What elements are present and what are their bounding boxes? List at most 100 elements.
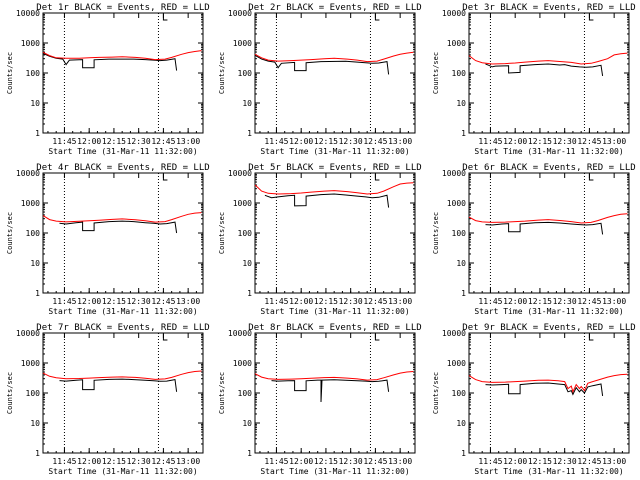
- x-tick-label: 11:45: [52, 297, 76, 306]
- y-tick-label: 10: [30, 259, 40, 268]
- plot-frame: [254, 332, 416, 454]
- panel-title: Det 6r BLACK = Events, RED = LLD: [462, 163, 635, 173]
- x-tick-label: 12:45: [151, 457, 175, 466]
- plot-frame: [42, 172, 204, 294]
- y-tick-label: 1000: [447, 359, 466, 368]
- panel-title: Det 8r BLACK = Events, RED = LLD: [248, 323, 421, 333]
- x-axis-title: Start Time (31-Mar-11 11:32:00): [474, 467, 623, 476]
- lld-series-line: [254, 371, 414, 381]
- y-tick-label: 10000: [442, 329, 466, 338]
- y-tick-label: 1000: [447, 39, 466, 48]
- y-tick-label: 10000: [16, 329, 40, 338]
- lld-series-line: [42, 212, 202, 223]
- plot-frame: [468, 12, 630, 134]
- plot-frame: [468, 332, 630, 454]
- x-tick-label: 12:00: [77, 457, 101, 466]
- y-tick-label: 1000: [21, 39, 40, 48]
- x-tick-label: 12:00: [77, 297, 101, 306]
- events-series-line: [59, 378, 178, 392]
- x-tick-label: 12:00: [503, 297, 527, 306]
- panel-det-9: Det 9r BLACK = Events, RED = LLD 1 10 100 10…: [432, 323, 636, 476]
- x-tick-label: 12:15: [102, 297, 126, 306]
- y-tick-label: 10: [456, 259, 466, 268]
- time-bracket-marker: [162, 174, 168, 181]
- x-tick-label: 12:00: [289, 297, 313, 306]
- x-tick-label: 12:45: [363, 457, 387, 466]
- x-tick-label: 11:45: [264, 297, 288, 306]
- panel-title: Det 7r BLACK = Events, RED = LLD: [36, 323, 209, 333]
- panel-det-3: Det 3r BLACK = Events, RED = LLD 1 10 100 10…: [432, 3, 636, 156]
- y-tick-label: 10000: [228, 169, 252, 178]
- lld-series-line: [254, 182, 414, 195]
- time-bracket-marker: [374, 334, 380, 341]
- y-tick-label: 10: [30, 419, 40, 428]
- panel-det-4: Det 4r BLACK = Events, RED = LLD 1 10 100 10…: [6, 163, 210, 316]
- panel-title: Det 9r BLACK = Events, RED = LLD: [462, 323, 635, 333]
- x-tick-label: 13:00: [176, 297, 200, 306]
- x-axis-title: Start Time (31-Mar-11 11:32:00): [260, 307, 409, 316]
- x-axis-title: Start Time (31-Mar-11 11:32:00): [260, 467, 409, 476]
- x-axis-title: Start Time (31-Mar-11 11:32:00): [474, 147, 623, 156]
- y-tick-label: 1000: [233, 39, 252, 48]
- lld-series-line: [468, 213, 628, 224]
- x-axis-title: Start Time (31-Mar-11 11:32:00): [48, 147, 197, 156]
- y-tick-label: 10: [30, 99, 40, 108]
- x-tick-label: 12:45: [151, 297, 175, 306]
- y-tick-label: 1: [247, 449, 252, 458]
- y-axis-title: Counts/sec: [432, 212, 440, 254]
- x-tick-label: 11:45: [52, 457, 76, 466]
- y-tick-label: 100: [238, 229, 253, 238]
- y-tick-label: 100: [452, 389, 467, 398]
- plot-frame: [254, 12, 416, 134]
- x-tick-label: 11:45: [478, 297, 502, 306]
- events-series-line: [485, 63, 604, 76]
- x-tick-label: 12:15: [102, 457, 126, 466]
- y-tick-label: 100: [452, 229, 467, 238]
- panel-title: Det 3r BLACK = Events, RED = LLD: [462, 3, 635, 13]
- time-bracket-marker: [374, 174, 380, 181]
- time-bracket-marker: [162, 14, 168, 21]
- x-axis-title: Start Time (31-Mar-11 11:32:00): [474, 307, 623, 316]
- x-tick-label: 12:30: [339, 457, 363, 466]
- y-axis-title: Counts/sec: [432, 372, 440, 414]
- y-tick-label: 1000: [233, 359, 252, 368]
- events-series-line: [271, 379, 390, 403]
- y-tick-label: 100: [238, 69, 253, 78]
- panel-det-8: Det 8r BLACK = Events, RED = LLD 1 10 100 10…: [218, 323, 422, 476]
- lld-series-line: [468, 373, 628, 394]
- x-tick-label: 11:45: [264, 137, 288, 146]
- x-tick-label: 12:30: [553, 137, 577, 146]
- y-tick-label: 1: [247, 129, 252, 138]
- events-series-line: [485, 221, 604, 235]
- x-axis-title: Start Time (31-Mar-11 11:32:00): [48, 467, 197, 476]
- x-tick-label: 13:00: [388, 297, 412, 306]
- x-tick-label: 11:45: [478, 457, 502, 466]
- x-tick-label: 12:30: [553, 457, 577, 466]
- x-tick-label: 12:30: [127, 457, 151, 466]
- x-tick-label: 12:00: [289, 137, 313, 146]
- x-tick-label: 11:45: [52, 137, 76, 146]
- x-tick-label: 12:30: [339, 137, 363, 146]
- x-tick-label: 12:45: [151, 137, 175, 146]
- plot-frame: [468, 172, 630, 294]
- panel-det-2: Det 2r BLACK = Events, RED = LLD 1 10 100 10…: [218, 3, 422, 156]
- lld-series-line: [42, 370, 202, 380]
- panel-det-6: Det 6r BLACK = Events, RED = LLD 1 10 100 10…: [432, 163, 636, 316]
- y-tick-label: 10000: [228, 329, 252, 338]
- x-tick-label: 12:00: [289, 457, 313, 466]
- y-tick-label: 10000: [442, 9, 466, 18]
- plot-frame: [42, 332, 204, 454]
- x-tick-label: 12:30: [339, 297, 363, 306]
- panel-title: Det 2r BLACK = Events, RED = LLD: [248, 3, 421, 13]
- y-tick-label: 1000: [21, 199, 40, 208]
- x-axis-title: Start Time (31-Mar-11 11:32:00): [260, 147, 409, 156]
- x-tick-label: 12:15: [314, 297, 338, 306]
- x-tick-label: 13:00: [388, 137, 412, 146]
- y-tick-label: 10: [242, 259, 252, 268]
- lld-series-line: [254, 51, 414, 63]
- y-tick-label: 10: [242, 419, 252, 428]
- time-bracket-marker: [588, 14, 594, 21]
- x-tick-label: 13:00: [176, 137, 200, 146]
- y-tick-label: 10000: [442, 169, 466, 178]
- y-axis-title: Counts/sec: [432, 52, 440, 94]
